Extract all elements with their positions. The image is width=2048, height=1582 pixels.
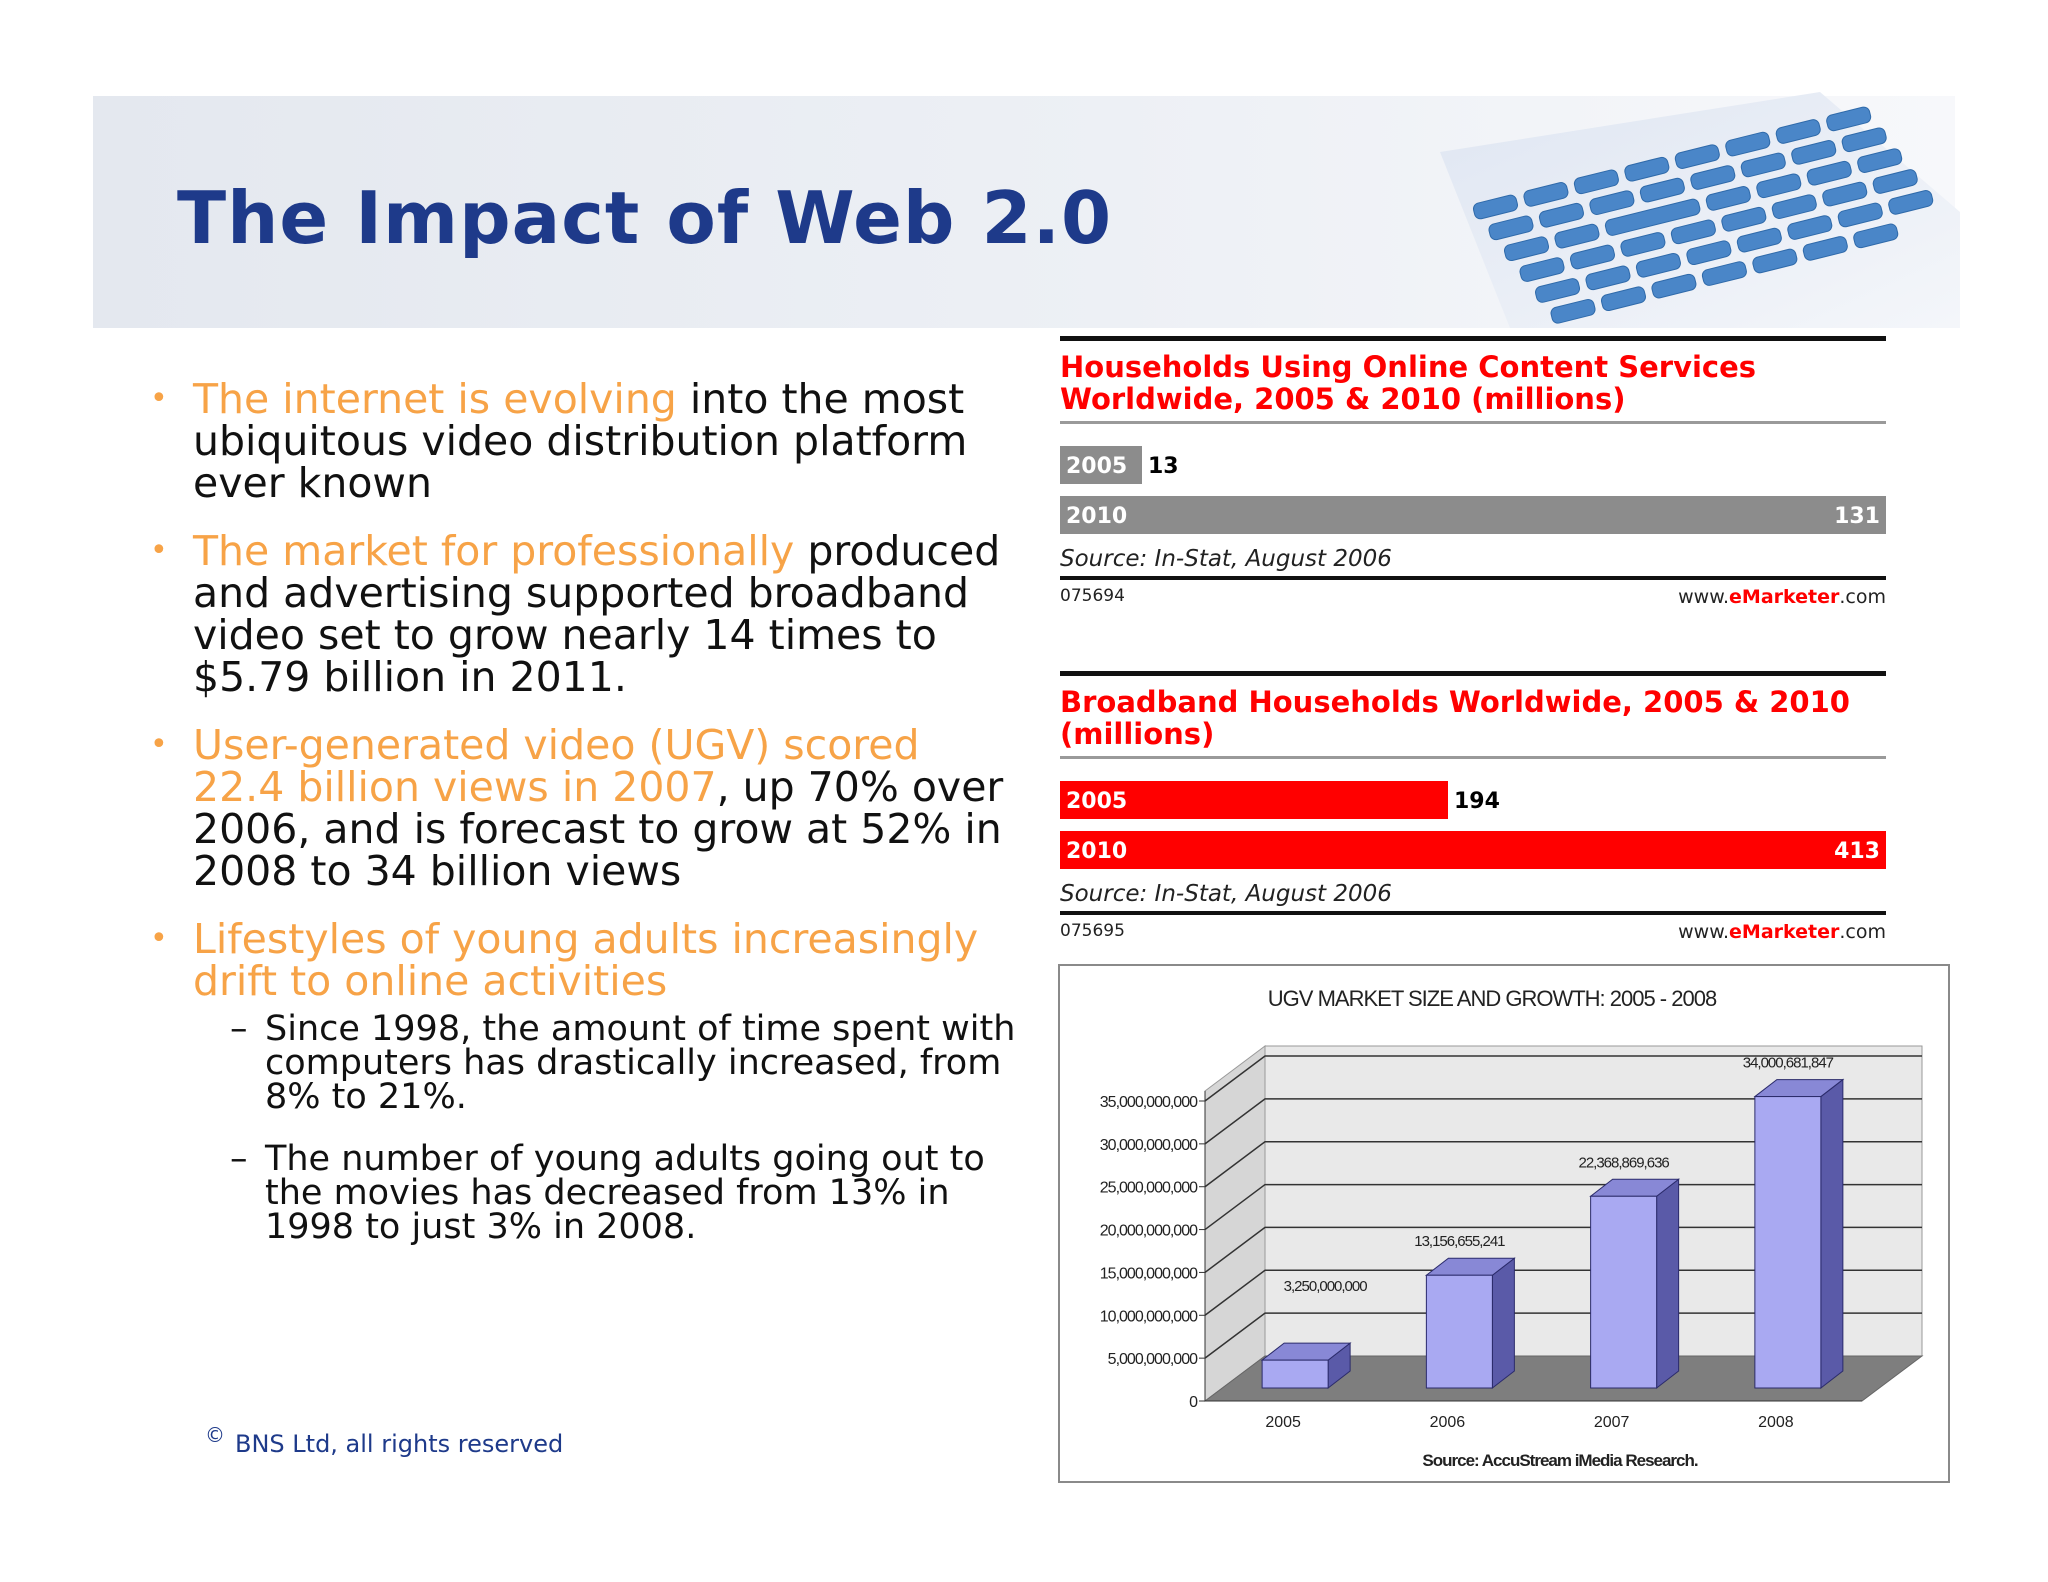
gridline [1204,1312,1922,1359]
chart-source: Source: In-Stat, August 2006 [1060,881,1392,907]
chart-footer-row: 075695 www.eMarketer.com [1060,915,1886,943]
chart-top-rule [1060,336,1886,341]
gridline [1204,1183,1922,1231]
bullet-highlight: User-generated video (UGV) scored 22.4 b… [193,721,920,811]
copyright-footer: © BNS Ltd, all rights reserved [205,1423,564,1458]
chart-bars: 2005 13 2010 131 [1060,424,1886,534]
ugv-market-chart: UGV MARKET SIZE AND GROWTH: 2005 - 2008 0… [1058,964,1950,1483]
chart-bottom-rule [1060,576,1886,580]
bar-side [1656,1178,1680,1390]
y-tick-label: 5,000,000,000 [1108,1351,1198,1368]
sub-bullet-item: – The number of young adults going out t… [140,1139,1020,1247]
chart-title-rule [1060,421,1886,424]
sub-bullet-text: Since 1998, the amount of time spent wit… [265,1009,1016,1117]
chart-title: Households Using Online Content Services… [1060,350,1757,416]
x-tick-label: 2008 [1758,1414,1794,1431]
households-online-chart: Households Using Online Content Services… [1060,336,1886,608]
chart-top-rule [1060,671,1886,676]
bar-category-label: 2005 [1066,454,1128,479]
bullet-list: • The internet is evolving into the most… [140,378,1020,1272]
chart-title: UGV MARKET SIZE AND GROWTH: 2005 - 2008 [1268,986,1717,1011]
chart-title: Broadband Households Worldwide, 2005 & 2… [1060,685,1850,751]
bar-value-label: 13,156,655,241 [1414,1233,1505,1250]
chart-bottom-rule [1060,911,1886,915]
bullet-text: produced and advertising supported broad… [193,527,1001,701]
sub-bullet-item: – Since 1998, the amount of time spent w… [140,1009,1020,1117]
bar [1425,1274,1493,1389]
bar-value-label: 34,000,681,847 [1743,1055,1834,1072]
bar-category-label: 2010 [1066,839,1128,864]
y-tick-label: 35,000,000,000 [1100,1094,1198,1111]
bar-value-label: 131 [1834,504,1880,529]
chart-id: 075694 [1060,586,1125,606]
chart-footer-row: 075694 www.eMarketer.com [1060,580,1886,608]
bar-2010: 2010 131 [1060,496,1886,534]
bullet-highlight: The internet is evolving [193,375,677,423]
bar-value-label: 194 [1454,789,1500,814]
bullet-item: • The internet is evolving into the most… [140,378,1020,504]
slide-title: The Impact of Web 2.0 [177,176,1113,260]
bullet-marker: • [150,533,168,568]
bar [1754,1096,1822,1389]
bar-value-label: 13 [1148,454,1179,479]
broadband-households-chart: Broadband Households Worldwide, 2005 & 2… [1060,671,1886,943]
bar [1590,1195,1658,1389]
y-tick-label: 10,000,000,000 [1100,1308,1198,1325]
y-tick-label: 0 [1189,1394,1198,1411]
bullet-text: into the most ubiquitous video distribut… [193,375,968,507]
x-tick-label: 2006 [1430,1414,1466,1431]
gridline [1204,1140,1922,1188]
emarketer-link[interactable]: www.eMarketer.com [1678,586,1886,608]
chart-source: Source: AccuStream iMedia Research. [1422,1451,1697,1470]
y-tick-label: 20,000,000,000 [1100,1223,1198,1240]
bar-value-label: 22,368,869,636 [1578,1154,1669,1171]
sub-bullet-text: The number of young adults going out to … [265,1139,985,1247]
bar-category-label: 2005 [1066,789,1128,814]
y-tick-label: 25,000,000,000 [1100,1180,1198,1197]
sub-bullet-marker: – [230,1009,248,1049]
chart-bars: 2005 194 2010 413 [1060,759,1886,869]
bar-value-label: 3,250,000,000 [1284,1278,1368,1295]
bar-2005: 2005 [1060,446,1142,484]
bullet-highlight: The market for professionally [193,527,795,575]
gridline [1204,1269,1922,1316]
bar-2005: 2005 [1060,781,1448,819]
bar-2010: 2010 413 [1060,831,1886,869]
gridline [1204,1055,1922,1102]
gridline [1204,1098,1922,1145]
y-tick-label: 30,000,000,000 [1100,1137,1198,1154]
emarketer-link[interactable]: www.eMarketer.com [1678,921,1886,943]
keyboard-image [1440,92,1960,328]
gridline [1204,1226,1922,1274]
chart-source: Source: In-Stat, August 2006 [1060,546,1392,572]
y-tick-label: 15,000,000,000 [1100,1265,1198,1282]
bullet-item: • Lifestyles of young adults increasingl… [140,918,1020,1002]
copyright-symbol: © [205,1423,225,1447]
chart-title-rule [1060,756,1886,759]
sub-bullet-marker: – [230,1139,248,1179]
chart-id: 075695 [1060,921,1125,941]
bullet-item: • User-generated video (UGV) scored 22.4… [140,724,1020,892]
bar-side [1820,1078,1844,1390]
bar-category-label: 2010 [1066,504,1128,529]
bullet-text: , up 70% over 2006, and is forecast to g… [193,763,1004,895]
x-tick-label: 2005 [1265,1414,1301,1431]
ugv-chart-svg: UGV MARKET SIZE AND GROWTH: 2005 - 2008 0… [1100,986,1924,1470]
copyright-text: BNS Ltd, all rights reserved [235,1430,564,1458]
bullet-item: • The market for professionally produced… [140,530,1020,698]
x-tick-label: 2007 [1594,1414,1630,1431]
bullet-marker: • [150,381,168,416]
bar-value-label: 413 [1834,839,1880,864]
bar-side [1491,1257,1515,1390]
bar [1261,1359,1329,1389]
bullet-marker: • [150,921,168,956]
bullet-marker: • [150,727,168,762]
bullet-highlight: Lifestyles of young adults increasingly … [193,915,979,1005]
